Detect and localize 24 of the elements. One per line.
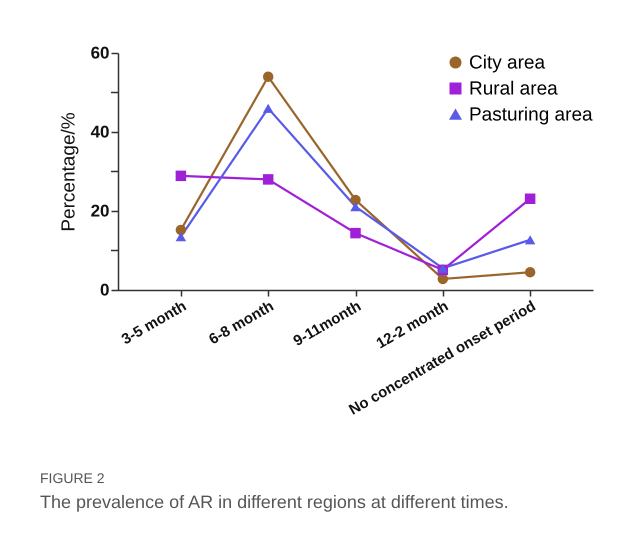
text: The prevalence of AR in different regions at different times. — [40, 492, 509, 513]
point — [176, 232, 186, 242]
point — [524, 235, 536, 244]
point — [262, 71, 274, 82]
point — [524, 266, 536, 278]
point — [438, 274, 448, 284]
y-tick-label: 40 — [90, 122, 110, 142]
point — [350, 202, 361, 212]
point — [350, 228, 361, 238]
caption: FIGURE 2 — [40, 470, 105, 486]
y-axis-title: Percentage/% — [58, 112, 80, 232]
legend-label: City area — [469, 52, 546, 74]
point — [438, 264, 448, 273]
y-tick-label: 0 — [100, 280, 110, 300]
point — [176, 224, 186, 236]
point — [350, 194, 361, 206]
y-tick-label: 60 — [90, 44, 110, 62]
legend-label: Pasturing area — [469, 104, 594, 126]
point — [262, 104, 274, 113]
y-tick-label: 20 — [90, 202, 110, 220]
point — [524, 194, 536, 204]
legend-label: Rural area — [469, 78, 558, 100]
point — [176, 170, 186, 182]
point — [262, 174, 274, 185]
